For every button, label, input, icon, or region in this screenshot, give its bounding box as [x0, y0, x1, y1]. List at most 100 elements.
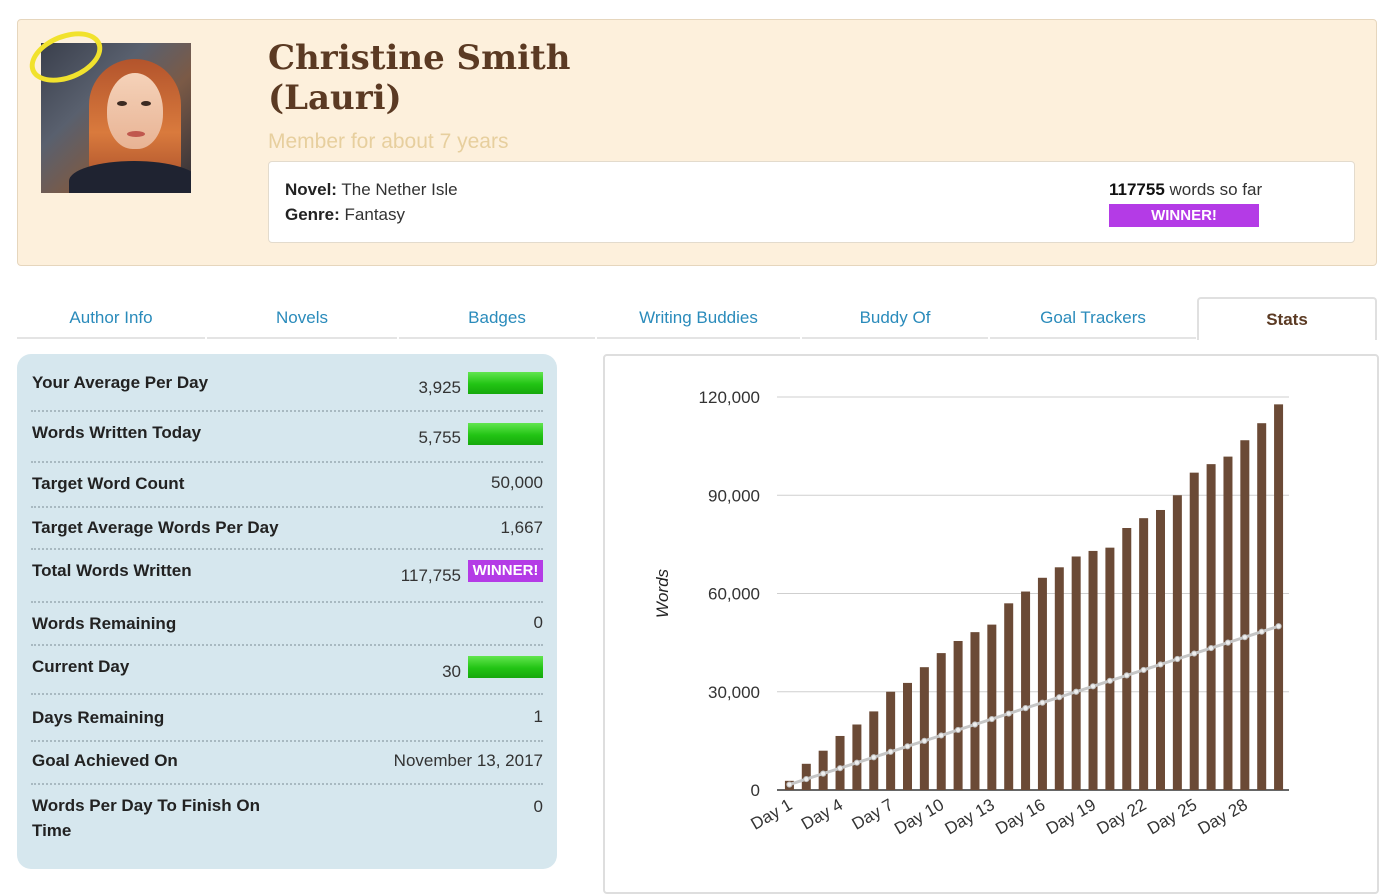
member-since: Member for about 7 years [268, 130, 509, 153]
stat-value: 3,925 [418, 378, 461, 397]
stat-label: Current Day [32, 657, 130, 676]
stat-value: 117,755 [400, 566, 461, 585]
target-point [1157, 661, 1164, 668]
bar [869, 711, 879, 790]
target-point [938, 732, 945, 739]
profile-header: Christine Smith (Lauri) Member for about… [17, 19, 1377, 266]
progress-bar [468, 372, 543, 394]
stat-value: 1 [533, 707, 543, 726]
target-point [1174, 655, 1181, 663]
stat-row-words-per-day-to-finish: Words Per Day To Finish On Time 0 [31, 783, 543, 843]
stat-label: Words Remaining [32, 614, 177, 633]
target-point [988, 715, 995, 723]
stat-value: 5,755 [418, 428, 461, 447]
stat-row-words-remaining: Words Remaining 0 [31, 601, 543, 646]
words-so-far: 117755 words so far [1109, 180, 1263, 199]
stat-row-target-average: Target Average Words Per Day 1,667 [31, 506, 543, 550]
target-point [1241, 634, 1248, 641]
target-point [1089, 683, 1097, 690]
stat-label: Target Word Count [32, 474, 185, 493]
stat-row-days-remaining: Days Remaining 1 [31, 693, 543, 742]
target-point [870, 754, 877, 761]
tab-goal-trackers[interactable]: Goal Trackers [990, 297, 1196, 339]
x-tick-label: Day 13 [942, 795, 998, 838]
target-line [788, 624, 1280, 786]
x-tick-label: Day 28 [1195, 795, 1251, 838]
novel-summary: Novel: The Nether Isle Genre: Fantasy 11… [268, 161, 1355, 243]
word-count: 117755 [1109, 180, 1165, 199]
target-point [1039, 699, 1046, 706]
x-tick-label: Day 25 [1144, 795, 1200, 838]
bar [1139, 518, 1149, 790]
progress-bar [468, 656, 543, 678]
bar [919, 667, 929, 790]
target-point [1022, 705, 1029, 712]
x-tick-label: Day 22 [1093, 795, 1149, 838]
bar [987, 624, 997, 790]
bar [1156, 509, 1165, 790]
target-point [836, 765, 844, 772]
stat-row-average-per-day: Your Average Per Day 3,925 [31, 368, 543, 412]
target-point [1073, 688, 1080, 695]
stat-row-target-word-count: Target Word Count 50,000 [31, 461, 543, 508]
x-tick-label: Day 10 [891, 795, 947, 838]
bar [835, 735, 845, 790]
stat-value: 1,667 [500, 518, 543, 537]
bar [1172, 495, 1182, 790]
y-tick-label: 60,000 [708, 585, 760, 604]
target-point [803, 775, 810, 783]
bar [1037, 577, 1047, 790]
stat-label: Total Words Written [32, 561, 192, 580]
tab-stats[interactable]: Stats [1197, 297, 1377, 340]
y-tick-label: 30,000 [708, 683, 760, 702]
progress-bar [468, 423, 543, 445]
bar [886, 691, 896, 790]
target-point [853, 759, 860, 766]
target-point [1140, 666, 1147, 674]
word-count-chart: 0 30,000 60,000 90,000 120,000 Words Day 1 Day … [603, 354, 1379, 894]
bar [1054, 567, 1064, 790]
y-tick-label: 120,000 [699, 388, 760, 407]
bar [1021, 591, 1031, 790]
bar [818, 750, 828, 790]
bar [1122, 528, 1132, 790]
x-tick-label: Day 19 [1043, 795, 1099, 838]
bar [1105, 547, 1115, 790]
bar [970, 632, 980, 790]
target-point [1005, 710, 1012, 717]
target-point [1208, 644, 1215, 652]
bar [1257, 423, 1267, 790]
target-point [904, 743, 911, 750]
genre-label: Genre: [285, 205, 340, 224]
winner-badge: WINNER! [1109, 204, 1259, 227]
bar [1206, 464, 1216, 790]
target-point [1258, 628, 1265, 635]
bar [903, 682, 912, 790]
stat-row-current-day: Current Day 30 [31, 644, 543, 695]
target-point [1056, 694, 1063, 701]
novel-title[interactable]: The Nether Isle [341, 180, 458, 199]
tab-buddy-of[interactable]: Buddy Of [802, 297, 988, 339]
tab-novels[interactable]: Novels [207, 297, 397, 339]
target-point [786, 781, 793, 788]
stat-label: Goal Achieved On [32, 751, 178, 770]
bar [1189, 472, 1199, 790]
stat-row-goal-achieved: Goal Achieved On November 13, 2017 [31, 740, 543, 785]
x-tick-label: Day 4 [798, 795, 846, 834]
x-tick-label: Day 7 [849, 795, 897, 834]
stat-value: 0 [533, 797, 543, 816]
bar [953, 640, 963, 790]
stat-value: 0 [533, 613, 543, 632]
target-point [1123, 672, 1130, 679]
target-point [1106, 677, 1113, 684]
stat-label: Words Per Day To Finish On Time [32, 796, 260, 840]
tab-badges[interactable]: Badges [399, 297, 595, 339]
stat-value: 50,000 [491, 473, 543, 492]
target-point [971, 721, 979, 728]
bar [1071, 556, 1081, 790]
avatar[interactable] [41, 43, 191, 193]
tab-author-info[interactable]: Author Info [17, 297, 205, 339]
bar [1004, 603, 1014, 790]
tab-writing-buddies[interactable]: Writing Buddies [597, 297, 800, 339]
